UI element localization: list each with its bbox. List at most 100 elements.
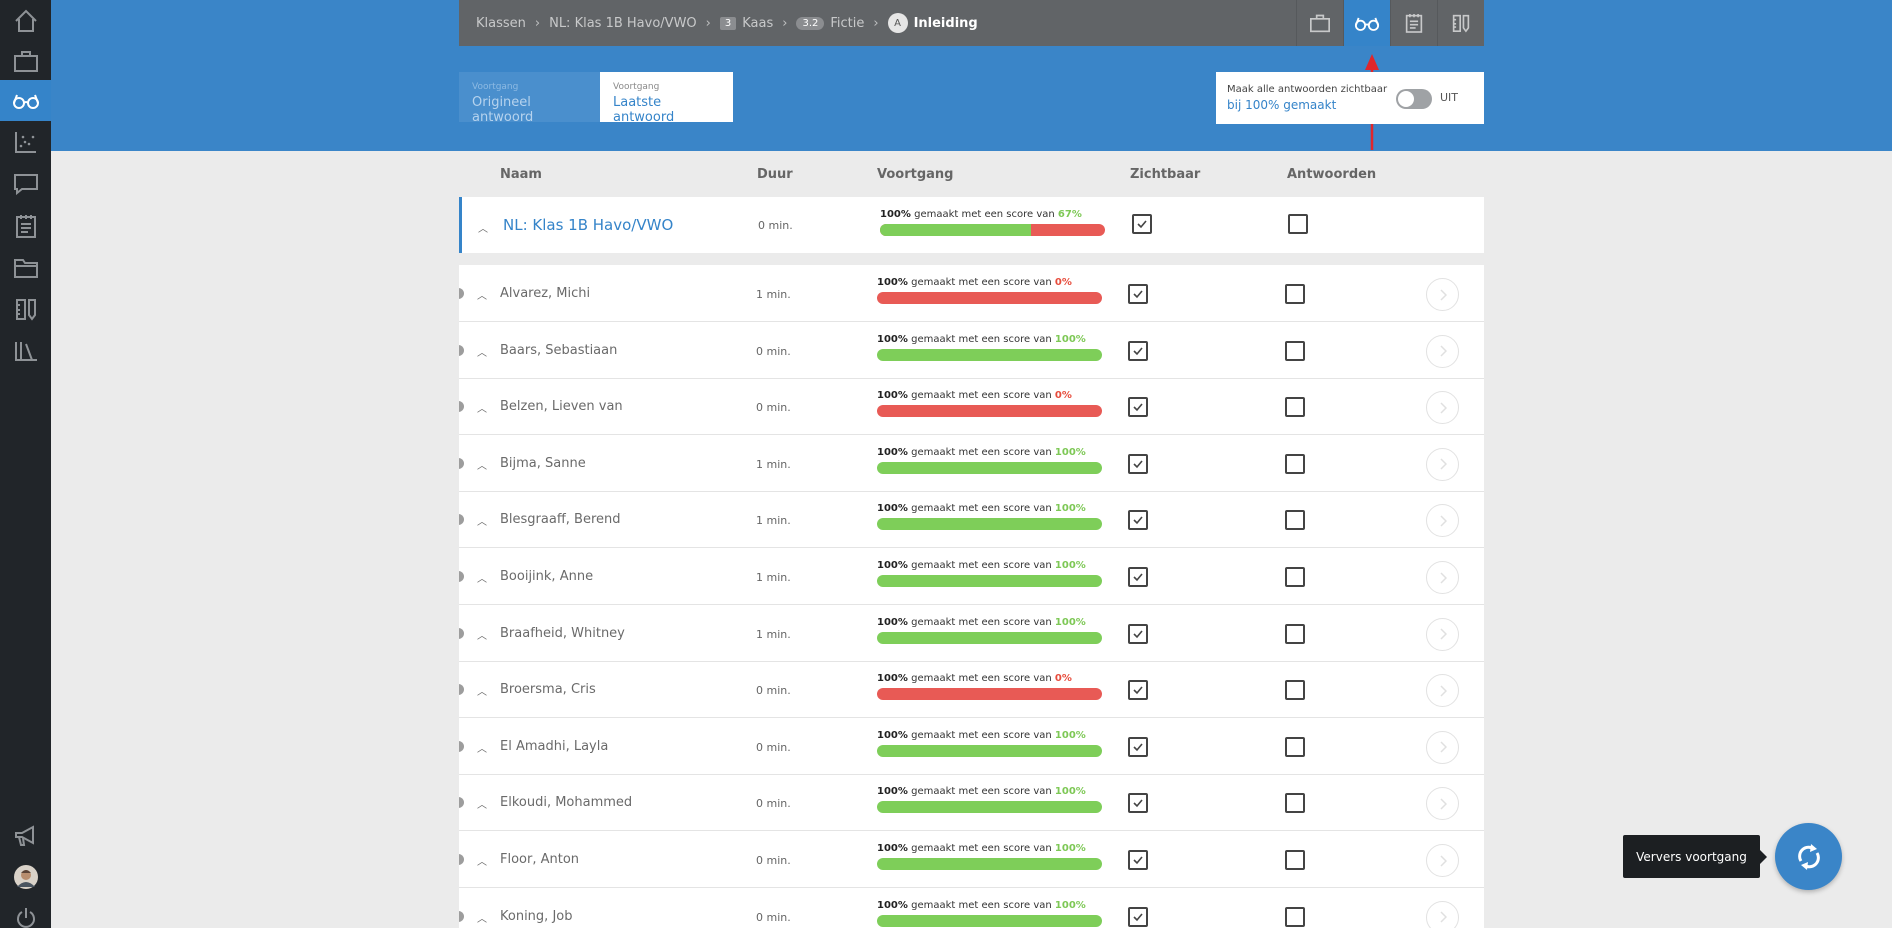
tool-briefcase[interactable]: [1296, 0, 1343, 46]
open-student-button[interactable]: [1426, 334, 1459, 368]
open-student-button[interactable]: [1426, 504, 1459, 538]
breadcrumb-class[interactable]: NL: Klas 1B Havo/VWO: [549, 15, 697, 31]
student-name[interactable]: Bijma, Sanne: [500, 455, 586, 471]
chevron-up-icon[interactable]: ︿: [477, 743, 487, 755]
student-visible-checkbox[interactable]: [1128, 906, 1148, 927]
visibility-switch[interactable]: [1396, 89, 1432, 109]
student-answers-checkbox[interactable]: [1285, 850, 1305, 870]
open-student-button[interactable]: [1426, 561, 1459, 594]
student-name[interactable]: Elkoudi, Mohammed: [500, 795, 633, 811]
breadcrumb-klassen[interactable]: Klassen: [476, 15, 526, 31]
chevron-up-icon[interactable]: ︿: [477, 800, 487, 812]
student-name[interactable]: El Amadhi, Layla: [500, 738, 609, 754]
breadcrumb-chapter[interactable]: Kaas: [742, 15, 774, 31]
student-answers-checkbox[interactable]: [1285, 567, 1305, 587]
sidebar-item-home[interactable]: [0, 0, 51, 41]
latest-answer-button[interactable]: Voortgang Laatste antwoord: [600, 72, 733, 125]
tool-notepad[interactable]: [1390, 0, 1437, 46]
student-visible-checkbox[interactable]: [1128, 284, 1148, 304]
chevron-up-icon[interactable]: ︿: [477, 460, 487, 472]
student-answers-checkbox[interactable]: [1285, 510, 1305, 531]
student-visible-checkbox[interactable]: [1128, 397, 1148, 418]
tool-glasses[interactable]: [1343, 0, 1390, 46]
student-name[interactable]: Braafheid, Whitney: [500, 625, 625, 641]
student-done: 100%: [877, 560, 908, 571]
chevron-up-icon[interactable]: ︿: [477, 687, 487, 699]
student-progress-bar: [877, 858, 1102, 870]
student-name[interactable]: Booijink, Anne: [500, 569, 594, 584]
open-student-button[interactable]: [1426, 674, 1459, 708]
check-icon: [1133, 686, 1143, 695]
class-score: 67%: [1057, 209, 1082, 220]
student-name[interactable]: Floor, Anton: [500, 852, 580, 867]
open-student-button[interactable]: [1426, 447, 1459, 481]
status-dot: [459, 627, 464, 639]
chevron-up-icon[interactable]: ︿: [477, 347, 487, 359]
refresh-icon: [1797, 843, 1820, 870]
student-answers-checkbox[interactable]: [1285, 284, 1305, 304]
class-answers-checkbox[interactable]: [1288, 214, 1308, 234]
sidebar-item-logout[interactable]: [0, 897, 51, 928]
sidebar-item-announcements[interactable]: [0, 815, 51, 856]
student-answers-checkbox[interactable]: [1285, 623, 1305, 644]
chevron-up-icon[interactable]: ︿: [478, 224, 488, 235]
student-duration: 0 min.: [756, 684, 791, 698]
student-visible-checkbox[interactable]: [1128, 736, 1148, 757]
student-visible-checkbox[interactable]: [1128, 850, 1148, 870]
student-name[interactable]: Belzen, Lieven van: [500, 399, 623, 415]
sidebar-item-tools[interactable]: [0, 288, 51, 329]
student-visible-checkbox[interactable]: [1128, 453, 1148, 474]
chevron-up-icon[interactable]: ︿: [477, 630, 487, 642]
class-visible-checkbox[interactable]: [1132, 214, 1152, 234]
sidebar-item-notepad[interactable]: [0, 205, 51, 246]
sidebar-item-chat[interactable]: [0, 163, 51, 204]
chevron-up-icon[interactable]: ︿: [477, 291, 487, 302]
student-name[interactable]: Koning, Job: [500, 908, 573, 924]
sidebar-item-chart[interactable]: [0, 121, 51, 162]
student-answers-checkbox[interactable]: [1285, 453, 1305, 474]
sidebar-item-glasses[interactable]: [0, 80, 51, 121]
student-visible-checkbox[interactable]: [1128, 340, 1148, 361]
student-answers-checkbox[interactable]: [1285, 793, 1305, 814]
student-visible-checkbox[interactable]: [1128, 623, 1148, 644]
open-student-button[interactable]: [1426, 844, 1459, 877]
student-name[interactable]: Baars, Sebastiaan: [500, 342, 618, 358]
student-visible-checkbox[interactable]: [1128, 680, 1148, 701]
open-student-button[interactable]: [1426, 900, 1459, 928]
chevron-right-icon: [1439, 628, 1447, 640]
student-score: 100%: [1054, 616, 1086, 628]
student-name[interactable]: Alvarez, Michi: [500, 286, 591, 301]
student-visible-checkbox[interactable]: [1128, 510, 1148, 531]
open-student-button[interactable]: [1426, 391, 1459, 425]
student-answers-checkbox[interactable]: [1285, 680, 1305, 701]
student-answers-checkbox[interactable]: [1285, 736, 1305, 757]
open-student-button[interactable]: [1426, 730, 1459, 764]
sidebar-item-folder[interactable]: [0, 247, 51, 288]
student-answers-checkbox[interactable]: [1285, 340, 1305, 361]
class-name[interactable]: NL: Klas 1B Havo/VWO: [503, 216, 674, 234]
student-answers-checkbox[interactable]: [1285, 906, 1305, 927]
original-answer-button[interactable]: Voortgang Origineel antwoord: [459, 72, 600, 125]
breadcrumb-section[interactable]: Fictie: [830, 15, 865, 31]
student-visible-checkbox[interactable]: [1128, 567, 1148, 587]
open-student-button[interactable]: [1426, 617, 1459, 651]
chevron-up-icon[interactable]: ︿: [477, 913, 487, 925]
sidebar-item-library[interactable]: [0, 330, 51, 371]
tool-ruler-pencil[interactable]: [1437, 0, 1484, 46]
student-list: ︿ Alvarez, Michi 1 min. 100% gemaakt met ee…: [459, 265, 1484, 928]
student-name[interactable]: Broersma, Cris: [500, 682, 596, 698]
chevron-up-icon[interactable]: ︿: [477, 404, 487, 416]
open-student-button[interactable]: [1426, 278, 1459, 311]
sidebar-item-briefcase[interactable]: [0, 40, 51, 81]
student-visible-checkbox[interactable]: [1128, 793, 1148, 814]
student-progress-bar: [877, 518, 1102, 531]
student-name[interactable]: Blesgraaff, Berend: [500, 512, 621, 528]
refresh-button[interactable]: [1775, 823, 1842, 890]
chevron-up-icon[interactable]: ︿: [477, 574, 487, 585]
sidebar-item-profile[interactable]: [0, 856, 51, 897]
open-student-button[interactable]: [1426, 787, 1459, 821]
check-icon: [1133, 630, 1143, 638]
chevron-up-icon[interactable]: ︿: [477, 857, 487, 868]
student-answers-checkbox[interactable]: [1285, 397, 1305, 418]
chevron-up-icon[interactable]: ︿: [477, 517, 487, 529]
